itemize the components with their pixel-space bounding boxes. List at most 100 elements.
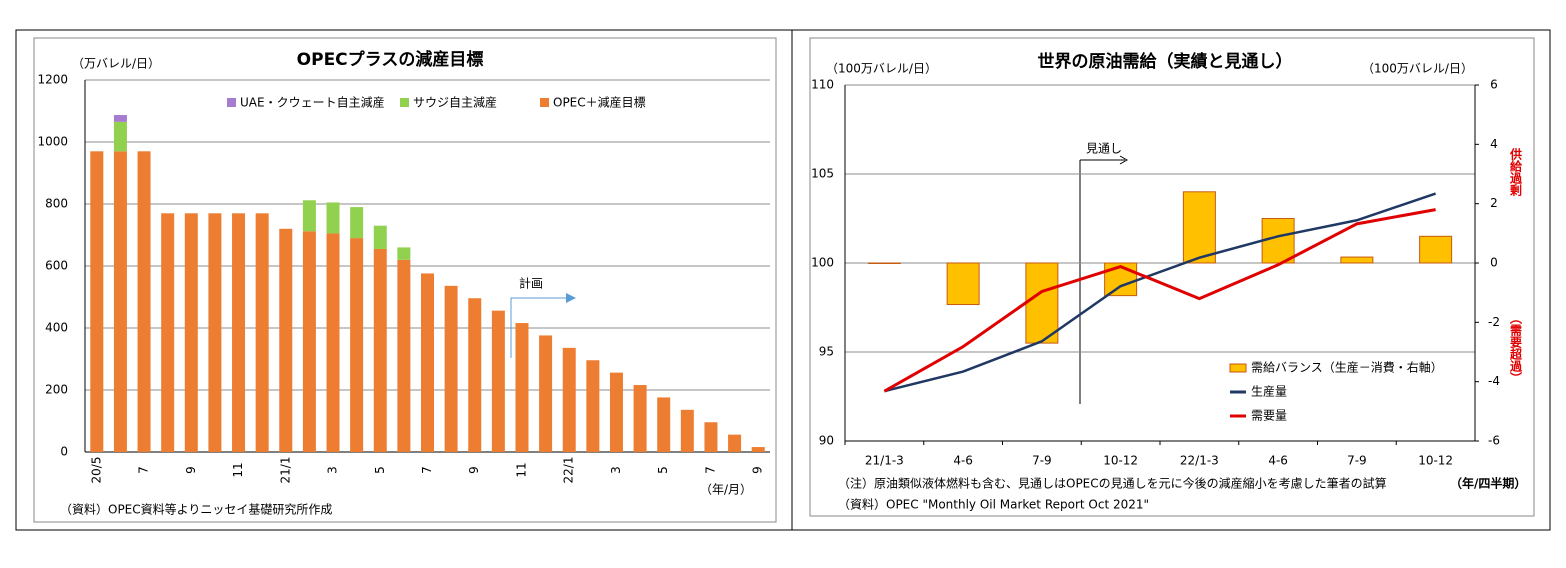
bar [397,259,411,452]
bar [704,422,718,452]
y2-tick-label: -4 [1488,374,1500,388]
legend-label: OPEC＋減産目標 [553,95,646,110]
y-tick-label: 105 [811,167,834,181]
y-axis-label: （100万バレル/日） [826,62,937,76]
y2-tick-label: 4 [1490,137,1498,151]
bar [468,298,482,452]
y-tick-label: 95 [819,345,834,359]
x-axis-label: （年/四半期） [1450,476,1526,491]
y2-tick-label: -2 [1488,315,1500,329]
x-tick-label: 9 [467,466,481,474]
legend-label: 生産量 [1251,384,1287,399]
legend-label: サウジ自主減産 [413,95,497,110]
x-tick-label: 11 [514,462,528,477]
annotation: 計画 [519,276,543,291]
bar [113,115,127,122]
legend-label: 需給バランス（生産－消費・右軸） [1251,360,1443,375]
x-tick-label: 7 [137,466,151,474]
x-tick-label: 7-9 [1347,454,1367,468]
y-tick-label: 110 [811,78,834,92]
bar [728,434,742,452]
bar [326,233,340,452]
y2-tick-label: 0 [1490,256,1498,270]
bar [350,207,364,239]
bar [113,121,127,152]
x-tick-label: 11 [231,462,245,477]
right-chart-frame [809,37,1535,517]
x-tick-label: 7 [703,466,717,474]
bar [302,231,316,452]
y-tick-label: 200 [45,383,68,397]
bar [208,213,222,452]
bar [562,347,576,452]
x-tick-label: 9 [751,466,765,474]
bar [232,213,246,452]
bar [350,238,364,452]
y2-tick-label: 2 [1490,196,1498,210]
bar [113,151,127,453]
bar [161,213,175,452]
bar [1340,256,1374,264]
bar [586,360,600,452]
bar [867,262,901,264]
x-tick-label: 7 [420,466,434,474]
legend-label: UAE・クウェート自主減産 [240,95,385,110]
bar [137,151,151,453]
x-tick-label: 7-9 [1032,454,1052,468]
bar [609,372,623,452]
chart-title: OPECプラスの減産目標 [297,49,484,70]
x-tick-label: 5 [656,466,670,474]
bar [680,409,694,452]
line [884,192,1437,393]
chart-title: 世界の原油需給（実績と見通し） [1038,51,1293,72]
bar [421,273,434,452]
y-tick-label: 100 [811,256,834,270]
bar [1025,262,1059,344]
bar [657,397,671,452]
bar [255,213,269,452]
bar [444,285,458,452]
y2-label-bottom: （需要超過） [1509,312,1523,384]
y-tick-label: 1200 [37,73,68,87]
source: （資料）OPEC資料等よりニッセイ基礎研究所作成 [60,502,332,517]
source: （資料）OPEC "Monthly Oil Market Report Oct … [838,498,1149,512]
y-tick-label: 0 [60,445,68,459]
x-tick-label: 10-12 [1418,454,1453,468]
bar [946,262,980,306]
plan-arrowhead [566,293,576,303]
x-tick-label: 10-12 [1103,454,1138,468]
y-tick-label: 800 [45,197,68,211]
bar [515,323,529,452]
legend-swatch [540,98,549,107]
bar [373,225,387,249]
legend-swatch [400,98,409,107]
bar [1182,191,1216,264]
outer-frame [15,29,1551,531]
left-chart-frame [33,37,777,523]
x-tick-label: 5 [373,466,387,474]
bar [90,151,104,453]
x-tick-label: 21/1-3 [865,454,904,468]
x-tick-label: 22/1 [562,457,576,484]
y2-axis-label: （100万バレル/日） [1362,62,1473,76]
line [883,208,1436,393]
legend-label: 需要量 [1251,409,1287,423]
bar [1419,235,1453,264]
y-tick-label: 1000 [37,135,68,149]
x-tick-label: 9 [184,466,198,474]
x-tick-label: 3 [609,466,623,474]
x-tick-label: 20/5 [89,457,103,484]
bar [539,335,553,452]
bar [491,310,505,452]
legend-swatch [227,98,236,107]
bar [279,228,293,452]
x-tick-label: 4-6 [1268,454,1288,468]
y-axis-label: （万バレル/日） [72,57,160,71]
y2-tick-label: -6 [1488,434,1500,448]
y-tick-label: 400 [45,321,68,335]
annotation: 見通し [1086,142,1122,156]
bar [184,213,198,452]
legend-swatch [1229,363,1247,373]
